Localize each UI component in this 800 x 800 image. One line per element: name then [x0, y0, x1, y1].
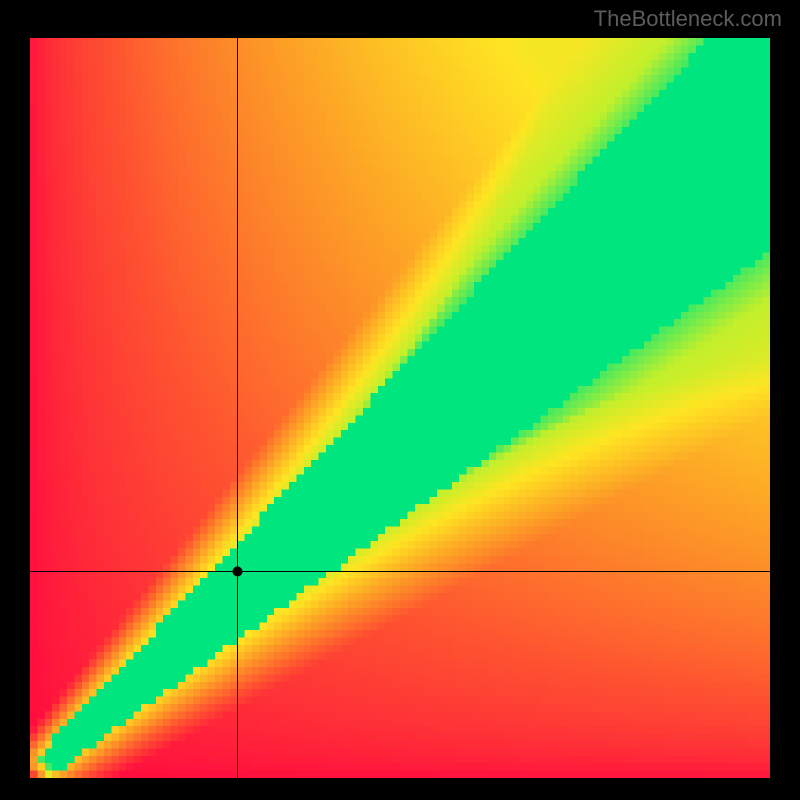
crosshair-vertical [237, 38, 238, 778]
heatmap-plot [30, 38, 770, 778]
heatmap-canvas [30, 38, 770, 778]
crosshair-horizontal [30, 571, 770, 572]
watermark-text: TheBottleneck.com [594, 6, 782, 32]
